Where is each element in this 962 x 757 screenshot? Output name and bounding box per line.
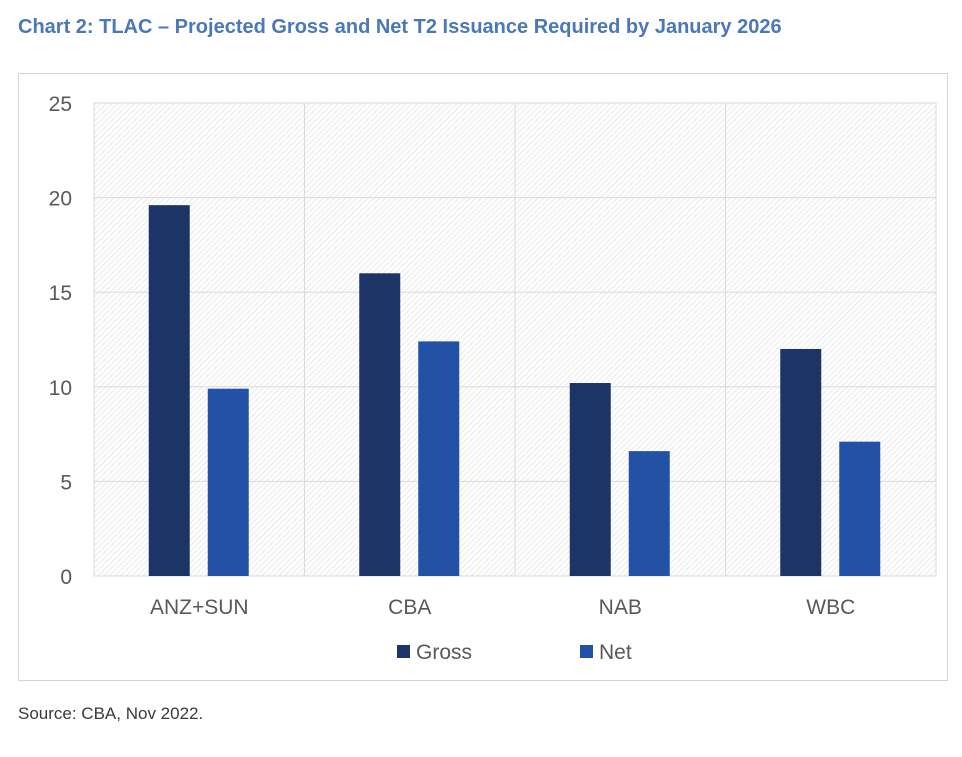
source-note: Source: CBA, Nov 2022. <box>18 704 204 723</box>
legend: Gross Net <box>397 641 632 664</box>
x-tick-label: NAB <box>599 596 642 619</box>
x-tick-label: WBC <box>806 596 855 619</box>
legend-label-gross: Gross <box>416 641 472 664</box>
y-tick-label: 0 <box>60 566 72 589</box>
bars-layer <box>148 205 881 576</box>
bar-net-nab <box>628 451 670 576</box>
bar-gross-nab <box>569 383 611 576</box>
bar-net-cba <box>418 341 460 576</box>
legend-swatch-gross <box>397 645 410 658</box>
x-tick-label: CBA <box>388 596 431 619</box>
y-tick-label: 15 <box>49 282 72 305</box>
legend-label-net: Net <box>599 641 632 664</box>
legend-swatch-net <box>580 645 593 658</box>
x-tick-label: ANZ+SUN <box>150 596 249 619</box>
bar-net-anz-sun <box>207 388 249 576</box>
chart-title: Chart 2: TLAC – Projected Gross and Net … <box>18 16 782 38</box>
bar-gross-wbc <box>780 348 822 576</box>
bar-gross-anz-sun <box>148 205 190 576</box>
y-tick-label: 5 <box>60 471 72 494</box>
axis-layer: 0 5 10 15 20 25 ANZ+SUN CBA NAB WBC <box>49 93 856 619</box>
y-tick-label: 10 <box>49 377 72 400</box>
y-tick-label: 20 <box>49 188 72 211</box>
bar-gross-cba <box>359 273 401 576</box>
y-tick-label: 25 <box>49 93 72 116</box>
bar-net-wbc <box>839 441 881 576</box>
